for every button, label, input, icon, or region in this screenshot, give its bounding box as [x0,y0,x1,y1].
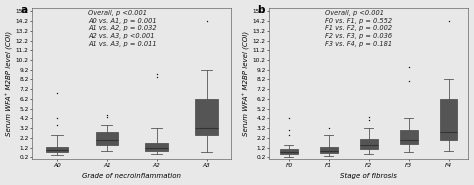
X-axis label: Stage of fibrosis: Stage of fibrosis [340,173,397,179]
PathPatch shape [96,132,118,145]
Y-axis label: Serum WFA⁺ M2BP level (COI): Serum WFA⁺ M2BP level (COI) [6,31,13,136]
PathPatch shape [320,147,338,153]
X-axis label: Grade of necroinflammation: Grade of necroinflammation [82,173,181,179]
Text: Overall, p <0.001
F0 vs. F1, p = 0.552
F1 vs. F2, p = 0.002
F2 vs. F3, p = 0.036: Overall, p <0.001 F0 vs. F1, p = 0.552 F… [325,10,392,47]
PathPatch shape [400,130,418,144]
PathPatch shape [46,147,68,152]
Text: a: a [21,5,28,15]
PathPatch shape [146,143,168,151]
Text: Overall, p <0.001
A0 vs. A1, p = 0.001
A1 vs. A2, p = 0.032
A2 vs. A3, p <0.001
: Overall, p <0.001 A0 vs. A1, p = 0.001 A… [88,10,156,47]
PathPatch shape [280,149,298,154]
PathPatch shape [439,99,457,140]
PathPatch shape [195,99,218,135]
Y-axis label: Serum WFA⁺ M2BP level (COI): Serum WFA⁺ M2BP level (COI) [243,31,250,136]
PathPatch shape [360,139,378,149]
Text: b: b [257,5,265,15]
